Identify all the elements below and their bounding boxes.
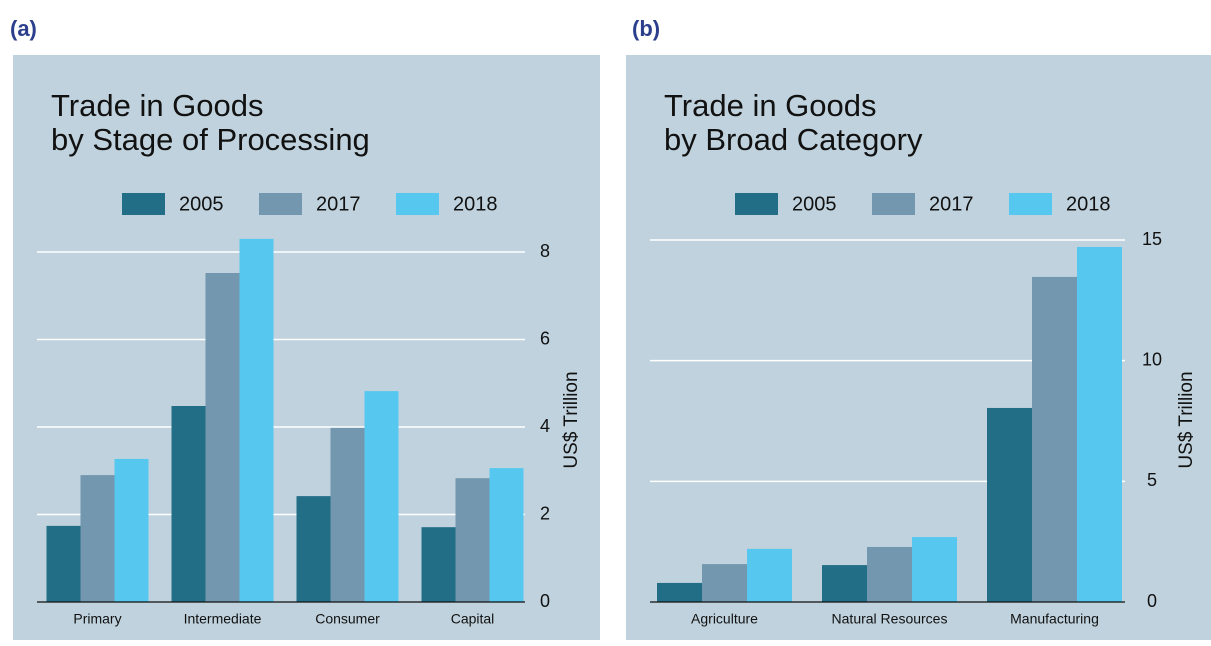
x-tick-label: Intermediate (184, 611, 262, 627)
legend-label: 2018 (1066, 193, 1111, 215)
x-tick-label: Consumer (315, 611, 380, 627)
legend-label: 2017 (316, 193, 361, 215)
x-tick-label: Agriculture (691, 611, 758, 627)
legend-swatch (872, 193, 915, 215)
legend-label: 2018 (453, 193, 498, 215)
y-tick-label: 4 (540, 416, 550, 436)
panel-label: (b) (632, 16, 660, 41)
bar (987, 407, 1032, 602)
bar (296, 496, 331, 602)
bar (867, 546, 912, 602)
y-tick-label: 0 (1147, 591, 1157, 611)
x-tick-label: Natural Resources (832, 611, 948, 627)
y-tick-label: 8 (540, 241, 550, 261)
bar (364, 391, 399, 602)
legend-label: 2017 (929, 193, 974, 215)
bar (1077, 246, 1122, 603)
bar (657, 582, 702, 602)
y-tick-label: 15 (1142, 229, 1162, 249)
legend-swatch (735, 193, 778, 215)
legend-label: 2005 (179, 193, 224, 215)
bar (702, 564, 747, 602)
bar (171, 406, 206, 602)
legend-swatch (396, 193, 439, 215)
chart-title: by Broad Category (664, 122, 923, 157)
legend-swatch (122, 193, 165, 215)
legend-swatch (1009, 193, 1052, 215)
x-tick-label: Manufacturing (1010, 611, 1099, 627)
bar (46, 525, 81, 602)
bar (489, 468, 524, 602)
y-tick-label: 6 (540, 328, 550, 348)
x-tick-label: Capital (451, 611, 495, 627)
bar (1032, 276, 1077, 602)
bar (330, 427, 365, 602)
chart-title: Trade in Goods (51, 88, 264, 123)
legend-swatch (259, 193, 302, 215)
legend-label: 2005 (792, 193, 837, 215)
panel-label: (a) (10, 16, 37, 41)
y-tick-label: 2 (540, 503, 550, 523)
bar (822, 565, 867, 602)
y-axis-label: US$ Trillion (1176, 371, 1197, 468)
chart-title: by Stage of Processing (51, 122, 370, 157)
bar (912, 537, 957, 602)
y-tick-label: 0 (540, 591, 550, 611)
y-tick-label: 5 (1147, 470, 1157, 490)
y-tick-label: 10 (1142, 349, 1162, 369)
bar (455, 478, 490, 602)
x-tick-label: Primary (73, 611, 121, 627)
y-axis-label: US$ Trillion (561, 371, 582, 468)
bar (80, 475, 115, 602)
bar (239, 238, 274, 602)
bar (421, 527, 456, 602)
bar (114, 458, 149, 602)
bar (205, 273, 240, 602)
chart-title: Trade in Goods (664, 88, 877, 123)
bar (747, 548, 792, 602)
